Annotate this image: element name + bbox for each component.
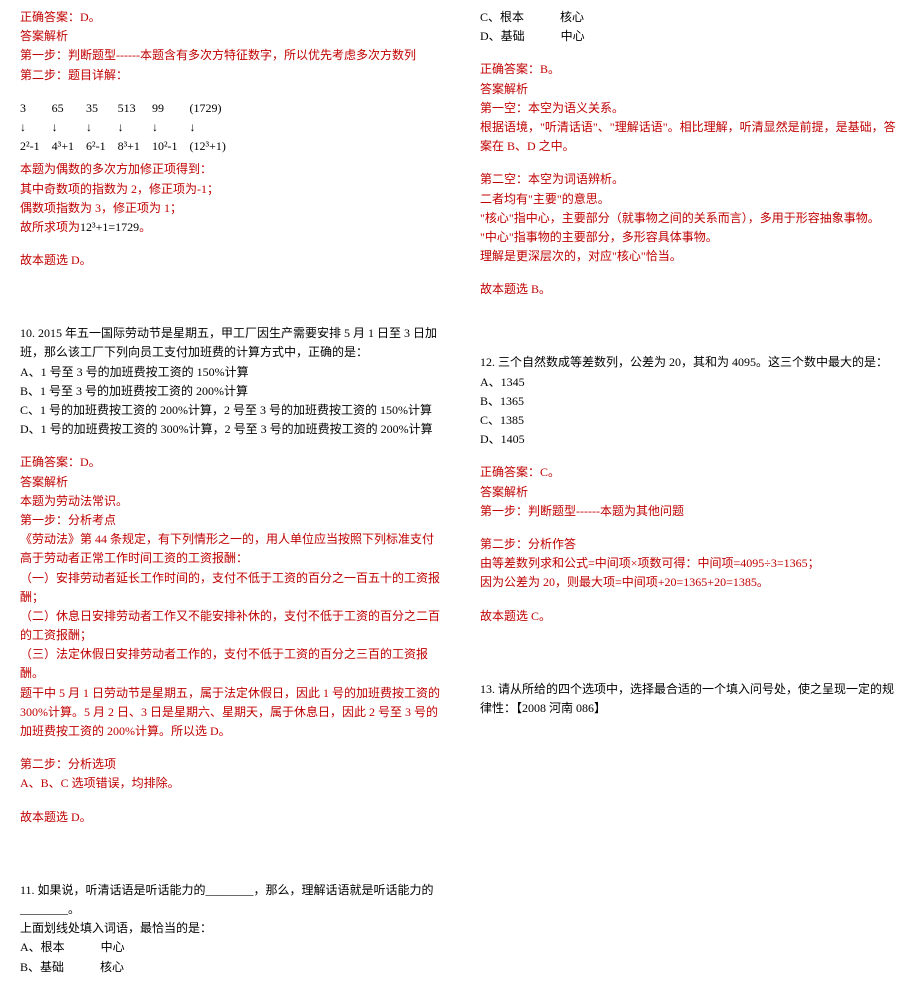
q12-opt-b: B、1365	[480, 392, 900, 411]
table-row: 2²-1 4³+1 6²-1 8³+1 10²-1 (12³+1)	[20, 137, 238, 156]
q12-l3: 由等差数列求和公式=中间项×项数可得：中间项=4095÷3=1365；	[480, 554, 900, 573]
spacer	[20, 845, 440, 881]
q9-line-a: 本题为偶数的多次方加修正项得到：	[20, 160, 440, 179]
q10-opt-a: A、1 号至 3 号的加班费按工资的 150%计算	[20, 363, 440, 382]
right-column: C、根本 核心 D、基础 中心 正确答案：B。 答案解析 第一空：本空为语义关系…	[480, 8, 900, 995]
q12-answer: 正确答案：C。	[480, 463, 900, 482]
q10-l3: 《劳动法》第 44 条规定，有下列情形之一的，用人单位应当按照下列标准支付高于劳…	[20, 530, 440, 568]
q10-l4: （一）安排劳动者延长工作时间的，支付不低于工资的百分之一百五十的工资报酬；	[20, 569, 440, 607]
q12-end: 故本题选 C。	[480, 607, 900, 626]
q9-line-b: 其中奇数项的指数为 2，修正项为-1；	[20, 180, 440, 199]
q11-opt-b: B、基础 核心	[20, 958, 440, 977]
q12-explanation: 正确答案：C。 答案解析 第一步：判断题型------本题为其他问题 第二步：分…	[480, 463, 900, 625]
spacer	[480, 644, 900, 680]
q9-end: 故本题选 D。	[20, 251, 440, 270]
q10-stem: 10. 2015 年五一国际劳动节是星期五，甲工厂因生产需要安排 5 月 1 日…	[20, 324, 440, 362]
q11-l7: 理解是更深层次的，对应"核心"恰当。	[480, 247, 900, 266]
q12-stem: 12. 三个自然数成等差数列，公差为 20，其和为 4095。这三个数中最大的是…	[480, 353, 900, 372]
q9-answer: 正确答案：D。	[20, 8, 440, 27]
q12: 12. 三个自然数成等差数列，公差为 20，其和为 4095。这三个数中最大的是…	[480, 353, 900, 625]
q9-jiexi-label: 答案解析	[20, 27, 440, 46]
q11-jiexi-label: 答案解析	[480, 80, 900, 99]
q10-answer: 正确答案：D。	[20, 453, 440, 472]
q10: 10. 2015 年五一国际劳动节是星期五，甲工厂因生产需要安排 5 月 1 日…	[20, 324, 440, 827]
q10-l8: 第二步：分析选项	[20, 755, 440, 774]
left-column: 正确答案：D。 答案解析 第一步：判断题型------本题含有多次方特征数字，所…	[20, 8, 440, 995]
q13: 13. 请从所给的四个选项中，选择最合适的一个填入问号处，使之呈现一定的规律性：…	[480, 680, 900, 718]
two-column-page: 正确答案：D。 答案解析 第一步：判断题型------本题含有多次方特征数字，所…	[20, 8, 900, 995]
q11-opt-c: C、根本 核心	[480, 8, 900, 27]
q10-l5: （二）休息日安排劳动者工作又不能安排补休的，支付不低于工资的百分之二百的工资报酬…	[20, 607, 440, 645]
q9-step2: 第二步：题目详解：	[20, 66, 440, 85]
q10-opt-b: B、1 号至 3 号的加班费按工资的 200%计算	[20, 382, 440, 401]
q9-line-d: 故所求项为12³+1=1729。	[20, 218, 440, 237]
table-row: 3 65 35 513 99 (1729)	[20, 99, 238, 118]
q12-jiexi-label: 答案解析	[480, 483, 900, 502]
q12-opt-d: D、1405	[480, 430, 900, 449]
q9-sequence-table: 3 65 35 513 99 (1729) ↓ ↓ ↓ ↓ ↓ ↓ 2²-1	[20, 99, 238, 157]
q10-end: 故本题选 D。	[20, 808, 440, 827]
table-row: ↓ ↓ ↓ ↓ ↓ ↓	[20, 118, 238, 137]
q12-opt-c: C、1385	[480, 411, 900, 430]
q9-line-c: 偶数项指数为 3，修正项为 1；	[20, 199, 440, 218]
q11-l4: 二者均有"主要"的意思。	[480, 190, 900, 209]
q11-l3: 第二空：本空为词语辨析。	[480, 170, 900, 189]
q11-opt-d: D、基础 中心	[480, 27, 900, 46]
q10-l1: 本题为劳动法常识。	[20, 492, 440, 511]
q11-l2: 根据语境，"听清话语"、"理解话语"。相比理解，听清显然是前提，是基础，答案在 …	[480, 118, 900, 156]
q11-opt-a: A、根本 中心	[20, 938, 440, 957]
q10-opt-c: C、1 号的加班费按工资的 200%计算，2 号至 3 号的加班费按工资的 15…	[20, 401, 440, 420]
q12-l1: 第一步：判断题型------本题为其他问题	[480, 502, 900, 521]
q13-stem: 13. 请从所给的四个选项中，选择最合适的一个填入问号处，使之呈现一定的规律性：…	[480, 680, 900, 718]
q9-step1: 第一步：判断题型------本题含有多次方特征数字，所以优先考虑多次方数列	[20, 46, 440, 65]
q9-explanation: 正确答案：D。 答案解析 第一步：判断题型------本题含有多次方特征数字，所…	[20, 8, 440, 270]
q12-l4: 因为公差为 20，则最大项=中间项+20=1365+20=1385。	[480, 573, 900, 592]
q10-l2: 第一步：分析考点	[20, 511, 440, 530]
q11-l5: "核心"指中心，主要部分（就事物之间的关系而言），多用于形容抽象事物。	[480, 209, 900, 228]
q11-stem: 11. 如果说，听清话语是听话能力的________，那么，理解话语就是听话能力…	[20, 881, 440, 919]
q11-l6: "中心"指事物的主要部分，多形容具体事物。	[480, 228, 900, 247]
q10-opt-d: D、1 号的加班费按工资的 300%计算，2 号至 3 号的加班费按工资的 20…	[20, 420, 440, 439]
q11-l1: 第一空：本空为语义关系。	[480, 99, 900, 118]
q10-l9: A、B、C 选项错误，均排除。	[20, 774, 440, 793]
q12-l2: 第二步：分析作答	[480, 535, 900, 554]
q10-jiexi-label: 答案解析	[20, 473, 440, 492]
spacer	[20, 288, 440, 324]
q11-hint: 上面划线处填入词语，最恰当的是：	[20, 919, 440, 938]
spacer	[480, 317, 900, 353]
q10-l7: 题干中 5 月 1 日劳动节是星期五，属于法定休假日，因此 1 号的加班费按工资…	[20, 684, 440, 742]
q11-answer: 正确答案：B。	[480, 60, 900, 79]
q11-explanation: 正确答案：B。 答案解析 第一空：本空为语义关系。 根据语境，"听清话语"、"理…	[480, 60, 900, 299]
q12-opt-a: A、1345	[480, 373, 900, 392]
q10-l6: （三）法定休假日安排劳动者工作的，支付不低于工资的百分之三百的工资报酬。	[20, 645, 440, 683]
q11-continued: C、根本 核心 D、基础 中心 正确答案：B。 答案解析 第一空：本空为语义关系…	[480, 8, 900, 299]
q11-end: 故本题选 B。	[480, 280, 900, 299]
q10-explanation: 正确答案：D。 答案解析 本题为劳动法常识。 第一步：分析考点 《劳动法》第 4…	[20, 453, 440, 826]
q11: 11. 如果说，听清话语是听话能力的________，那么，理解话语就是听话能力…	[20, 881, 440, 977]
